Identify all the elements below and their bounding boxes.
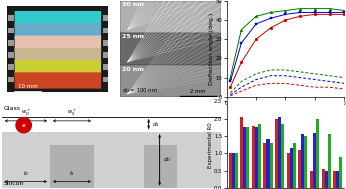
Text: $d_S$: $d_S$	[152, 120, 160, 129]
Bar	[50, 145, 94, 188]
Text: Silicon: Silicon	[4, 181, 25, 186]
FancyBboxPatch shape	[15, 48, 101, 64]
X-axis label: DNA size (bp): DNA size (bp)	[264, 107, 307, 112]
Bar	[246, 127, 249, 188]
Bar	[50, 132, 94, 145]
Bar	[8, 77, 14, 82]
FancyBboxPatch shape	[15, 60, 101, 76]
Bar	[103, 15, 108, 21]
Bar	[235, 153, 238, 188]
Bar	[2, 158, 221, 188]
Bar	[263, 143, 266, 188]
Bar	[8, 64, 14, 70]
Circle shape	[16, 118, 31, 133]
Bar	[325, 171, 328, 188]
Text: $w_S^+$: $w_S^+$	[67, 107, 77, 118]
Bar	[8, 28, 14, 33]
FancyBboxPatch shape	[15, 23, 101, 40]
Bar	[144, 145, 177, 188]
Text: $w_D^+$: $w_D^+$	[21, 107, 31, 118]
Bar	[304, 136, 308, 188]
Bar	[298, 150, 301, 188]
FancyBboxPatch shape	[15, 72, 101, 89]
FancyBboxPatch shape	[15, 36, 101, 52]
Bar	[2, 101, 221, 117]
Bar	[2, 132, 50, 188]
Bar	[103, 52, 108, 58]
Bar	[258, 124, 261, 188]
Y-axis label: Deflection angle (deg.): Deflection angle (deg.)	[209, 13, 214, 85]
Text: $d_D$ = 100 nm: $d_D$ = 100 nm	[121, 86, 157, 95]
Bar	[144, 132, 177, 145]
Text: $l_D$: $l_D$	[23, 169, 29, 178]
Bar	[94, 132, 144, 188]
Bar	[287, 153, 290, 188]
Bar	[281, 124, 284, 188]
Text: 2 mm: 2 mm	[190, 89, 206, 94]
Bar	[240, 117, 243, 188]
Bar	[103, 28, 108, 33]
Bar	[293, 143, 296, 188]
Bar	[252, 126, 255, 188]
Bar	[8, 40, 14, 46]
Text: $l_S$: $l_S$	[69, 169, 75, 178]
Bar	[231, 153, 235, 188]
Text: 25 nm: 25 nm	[121, 34, 144, 40]
Bar	[333, 171, 336, 188]
Text: 30 nm: 30 nm	[121, 2, 144, 7]
Text: $d_D$: $d_D$	[163, 155, 171, 164]
Bar	[119, 65, 221, 97]
Bar	[177, 132, 221, 188]
Bar	[339, 157, 343, 188]
Bar	[103, 40, 108, 46]
Bar	[301, 134, 304, 188]
Bar	[316, 119, 319, 188]
Bar	[103, 64, 108, 70]
Bar	[243, 127, 246, 188]
Text: Glass: Glass	[4, 106, 21, 111]
Bar	[266, 139, 270, 188]
Bar	[119, 33, 221, 65]
Bar	[8, 52, 14, 58]
Bar	[310, 171, 313, 188]
Bar	[103, 77, 108, 82]
Text: $\mathcal{e}$: $\mathcal{e}$	[21, 122, 26, 129]
Bar	[290, 148, 293, 188]
Y-axis label: Experimental R0: Experimental R0	[208, 122, 213, 168]
Bar	[313, 132, 316, 188]
Bar	[336, 171, 339, 188]
Bar	[228, 153, 231, 188]
Bar	[322, 169, 325, 188]
Bar	[270, 143, 273, 188]
Bar	[8, 15, 14, 21]
FancyBboxPatch shape	[15, 11, 101, 27]
Bar	[119, 1, 221, 33]
Bar	[328, 134, 331, 188]
Bar	[255, 127, 258, 188]
Text: 20 nm: 20 nm	[121, 67, 144, 72]
Text: 10 mm: 10 mm	[18, 84, 37, 89]
Bar	[275, 119, 278, 188]
Bar	[278, 117, 281, 188]
